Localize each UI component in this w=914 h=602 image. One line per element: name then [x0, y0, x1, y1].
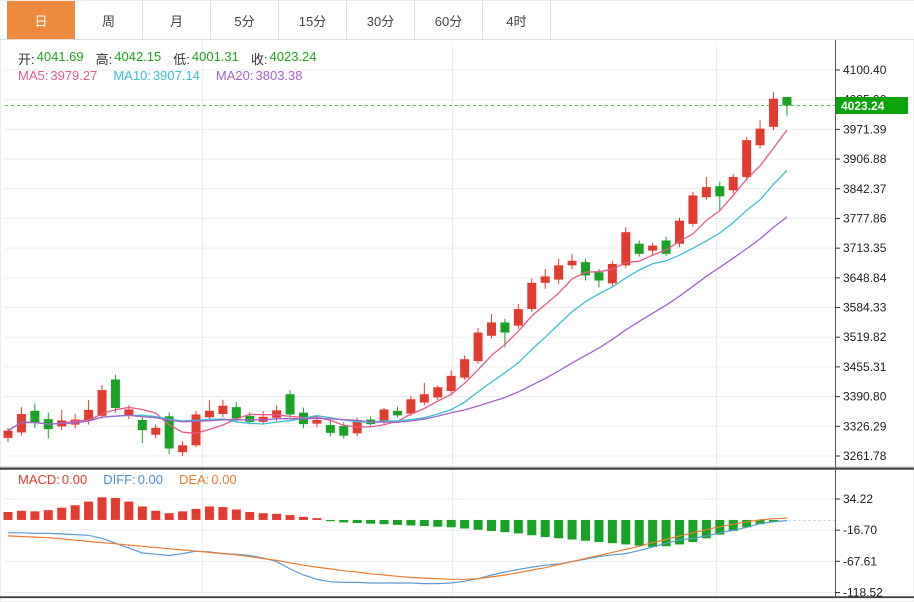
tab-60min[interactable]: 60分 — [415, 1, 483, 39]
last-price-badge: 4023.24 — [836, 97, 908, 115]
tab-5min[interactable]: 5分 — [211, 1, 279, 39]
svg-text:3326.29: 3326.29 — [843, 419, 887, 433]
svg-text:3648.84: 3648.84 — [843, 271, 887, 285]
price-axis-labels: 4100.404035.903971.393906.883842.373777.… — [835, 63, 887, 600]
tab-monthly[interactable]: 月 — [143, 1, 211, 39]
svg-text:3390.80: 3390.80 — [843, 390, 887, 404]
tab-15min[interactable]: 15分 — [279, 1, 347, 39]
svg-text:3777.86: 3777.86 — [843, 211, 887, 225]
panel-frame — [0, 40, 914, 599]
tab-weekly[interactable]: 周 — [75, 1, 143, 39]
svg-text:4023.24: 4023.24 — [841, 99, 885, 113]
tab-daily[interactable]: 日 — [7, 1, 75, 39]
svg-text:3584.33: 3584.33 — [843, 301, 887, 315]
svg-text:34.22: 34.22 — [843, 492, 873, 506]
tab-4hour[interactable]: 4时 — [483, 1, 551, 39]
period-tabbar: 日 周 月 5分 15分 30分 60分 4时 — [0, 0, 914, 40]
candles — [3, 92, 792, 456]
svg-text:3713.35: 3713.35 — [843, 241, 887, 255]
svg-text:-118.52: -118.52 — [843, 586, 883, 600]
svg-text:-67.61: -67.61 — [843, 554, 877, 568]
svg-text:3519.82: 3519.82 — [843, 330, 887, 344]
tab-30min[interactable]: 30分 — [347, 1, 415, 39]
svg-text:3261.78: 3261.78 — [843, 449, 887, 463]
svg-text:-16.70: -16.70 — [843, 523, 877, 537]
macd-lines — [7, 517, 787, 585]
svg-text:3455.31: 3455.31 — [843, 360, 887, 374]
svg-text:4100.40: 4100.40 — [843, 63, 887, 77]
svg-text:3971.39: 3971.39 — [843, 122, 887, 136]
macd-histogram — [3, 497, 835, 547]
svg-text:3842.37: 3842.37 — [843, 182, 887, 196]
ma-lines — [7, 129, 788, 434]
svg-text:3906.88: 3906.88 — [843, 152, 887, 166]
